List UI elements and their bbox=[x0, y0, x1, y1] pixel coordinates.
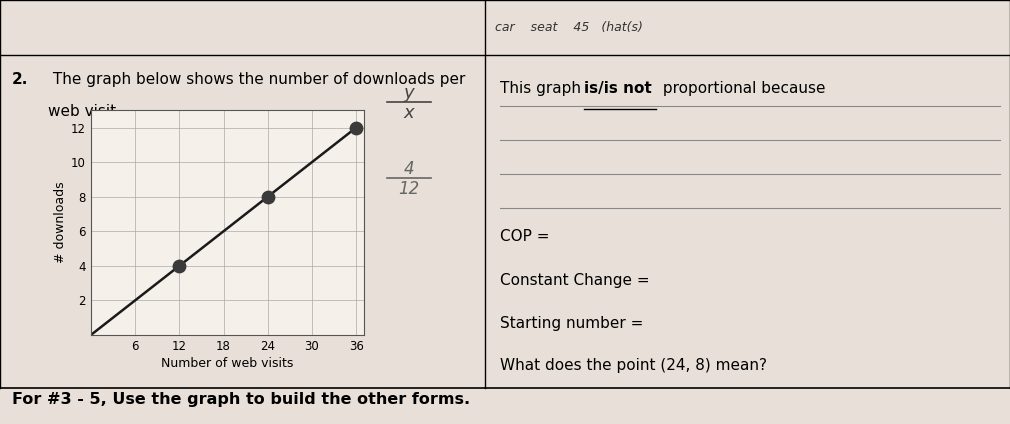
Text: What does the point (24, 8) mean?: What does the point (24, 8) mean? bbox=[500, 358, 767, 373]
Text: 4: 4 bbox=[404, 160, 414, 178]
Text: Constant Change =: Constant Change = bbox=[500, 273, 649, 288]
Text: y: y bbox=[404, 84, 414, 102]
X-axis label: Number of web visits: Number of web visits bbox=[161, 357, 294, 370]
Point bbox=[172, 262, 188, 269]
Text: Starting number =: Starting number = bbox=[500, 316, 643, 331]
Text: For #3 - 5, Use the graph to build the other forms.: For #3 - 5, Use the graph to build the o… bbox=[12, 392, 471, 407]
Text: The graph below shows the number of downloads per: The graph below shows the number of down… bbox=[48, 72, 466, 87]
Text: is/is not: is/is not bbox=[584, 81, 651, 95]
Text: COP =: COP = bbox=[500, 229, 549, 244]
Text: 2.: 2. bbox=[12, 72, 28, 87]
Text: car    seat    45   (hat(s): car seat 45 (hat(s) bbox=[495, 21, 642, 34]
Point bbox=[260, 193, 276, 200]
Text: x: x bbox=[404, 104, 414, 122]
Text: proportional because: proportional because bbox=[658, 81, 825, 95]
Y-axis label: # downloads: # downloads bbox=[54, 182, 67, 263]
Text: 12: 12 bbox=[398, 180, 420, 198]
Point bbox=[348, 124, 365, 131]
Text: This graph: This graph bbox=[500, 81, 586, 95]
Text: web visit.: web visit. bbox=[48, 104, 121, 119]
